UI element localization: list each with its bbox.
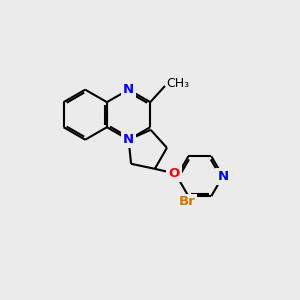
- Text: N: N: [123, 133, 134, 146]
- Text: N: N: [123, 83, 134, 96]
- Text: Br: Br: [178, 195, 195, 208]
- Text: N: N: [123, 133, 134, 146]
- Text: O: O: [168, 167, 180, 180]
- Text: N: N: [217, 170, 228, 183]
- Text: CH₃: CH₃: [167, 77, 190, 90]
